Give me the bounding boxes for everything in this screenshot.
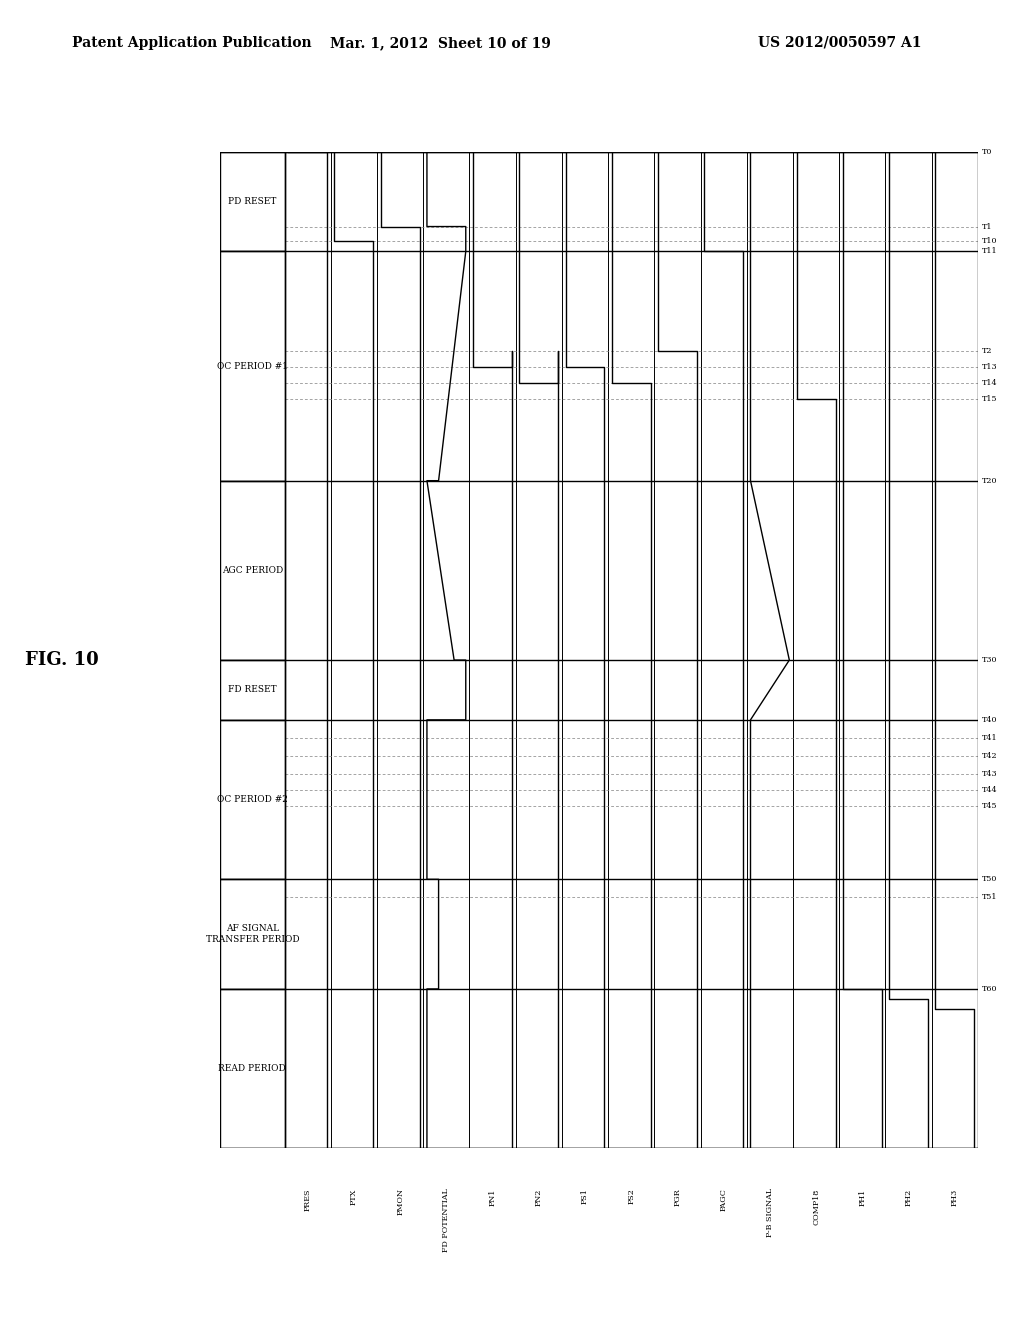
- Text: READ PERIOD: READ PERIOD: [218, 1064, 287, 1073]
- Bar: [220, 251, 285, 480]
- Text: PRES: PRES: [304, 1188, 311, 1210]
- Text: T43: T43: [982, 770, 997, 777]
- Text: AGC PERIOD: AGC PERIOD: [222, 566, 283, 576]
- Text: T42: T42: [982, 751, 997, 760]
- Text: T30: T30: [982, 656, 997, 664]
- Text: T60: T60: [982, 985, 997, 993]
- Text: Mar. 1, 2012  Sheet 10 of 19: Mar. 1, 2012 Sheet 10 of 19: [330, 36, 551, 50]
- Text: PN2: PN2: [535, 1188, 543, 1205]
- Text: T14: T14: [982, 379, 997, 387]
- Text: T44: T44: [982, 785, 997, 793]
- Text: T11: T11: [982, 247, 997, 256]
- Text: AF SIGNAL
TRANSFER PERIOD: AF SIGNAL TRANSFER PERIOD: [206, 924, 299, 944]
- Text: FIG. 10: FIG. 10: [25, 651, 98, 669]
- Text: P-B SIGNAL: P-B SIGNAL: [766, 1188, 774, 1237]
- Text: T45: T45: [982, 801, 997, 809]
- Text: T20: T20: [982, 477, 997, 484]
- Text: T1: T1: [982, 223, 992, 231]
- Bar: [220, 719, 285, 879]
- Text: T40: T40: [982, 715, 997, 723]
- Text: PS1: PS1: [581, 1188, 589, 1204]
- Text: T13: T13: [982, 363, 997, 371]
- Text: PS2: PS2: [628, 1188, 635, 1204]
- Text: T10: T10: [982, 238, 997, 246]
- Text: PH2: PH2: [904, 1188, 912, 1205]
- Text: T41: T41: [982, 734, 997, 742]
- Text: PGR: PGR: [674, 1188, 681, 1206]
- Bar: [220, 152, 285, 251]
- Text: US 2012/0050597 A1: US 2012/0050597 A1: [758, 36, 922, 50]
- Text: PH1: PH1: [858, 1188, 866, 1205]
- Text: T15: T15: [982, 395, 997, 403]
- Text: PD RESET: PD RESET: [228, 197, 276, 206]
- Text: OC PERIOD #2: OC PERIOD #2: [217, 795, 288, 804]
- Text: PMON: PMON: [396, 1188, 404, 1216]
- Text: T51: T51: [982, 894, 997, 902]
- Text: T50: T50: [982, 875, 997, 883]
- Text: PAGC: PAGC: [720, 1188, 728, 1212]
- Text: COMP18: COMP18: [812, 1188, 820, 1225]
- Text: FD RESET: FD RESET: [228, 685, 276, 694]
- Text: T2: T2: [982, 347, 992, 355]
- Text: OC PERIOD #1: OC PERIOD #1: [217, 362, 288, 371]
- Bar: [220, 480, 285, 660]
- Text: PN1: PN1: [488, 1188, 497, 1205]
- Text: T0: T0: [982, 148, 992, 156]
- Text: FD POTENTIAL: FD POTENTIAL: [442, 1188, 451, 1253]
- Bar: [220, 989, 285, 1148]
- Bar: [220, 660, 285, 719]
- Bar: [220, 879, 285, 989]
- Text: PH3: PH3: [951, 1188, 958, 1205]
- Text: Patent Application Publication: Patent Application Publication: [72, 36, 311, 50]
- Text: PTX: PTX: [350, 1188, 358, 1205]
